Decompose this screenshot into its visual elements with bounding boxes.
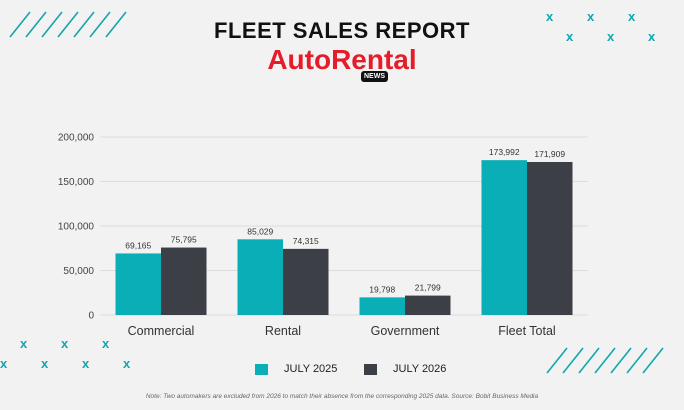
legend-label-2026: JULY 2026 [393, 363, 447, 375]
slash-decoration-bottom-right [546, 347, 664, 374]
y-tick-label: 100,000 [58, 222, 95, 233]
x-mark: x [566, 29, 574, 44]
x-mark: x [102, 336, 110, 351]
bar-value-label: 171,909 [534, 149, 565, 159]
x-mark: x [648, 29, 656, 44]
bar-value-label: 173,992 [489, 147, 520, 157]
legend-item-2025: JULY 2025 [255, 362, 337, 376]
x-pattern-top-right: x x x x x x [540, 6, 684, 46]
bar-2026 [161, 247, 207, 315]
y-tick-label: 0 [88, 311, 94, 322]
bar-2026 [405, 295, 451, 315]
footnote: Note: Two automakers are excluded from 2… [145, 393, 539, 400]
legend-label-2025: JULY 2025 [284, 363, 338, 375]
x-mark: x [61, 336, 69, 351]
x-mark: x [607, 29, 615, 44]
x-mark: x [587, 9, 595, 24]
slash-stroke [610, 347, 632, 374]
y-tick-label: 200,000 [58, 133, 95, 144]
x-pattern-bottom-left: x x x x x x x [0, 336, 140, 376]
report-title: FLEET SALES REPORT [214, 18, 470, 43]
y-tick-label: 150,000 [58, 177, 95, 188]
x-mark: x [41, 356, 49, 371]
bar-2025 [115, 253, 161, 315]
slash-stroke [626, 347, 648, 374]
bar-2026 [527, 162, 573, 315]
x-mark: x [628, 9, 636, 24]
slash-stroke [9, 11, 31, 38]
bar-value-label: 75,795 [171, 235, 197, 245]
slash-decoration-top-left [9, 11, 127, 38]
slash-stroke [57, 11, 79, 38]
slash-stroke [105, 11, 127, 38]
bar-value-label: 19,798 [369, 284, 395, 294]
x-category-label: Commercial [128, 324, 195, 338]
x-mark: x [123, 356, 131, 371]
x-mark: x [20, 336, 28, 351]
slash-stroke [89, 11, 111, 38]
x-mark: x [546, 9, 554, 24]
bar-2026 [283, 248, 329, 315]
slash-stroke [73, 11, 95, 38]
bar-2025 [481, 160, 527, 315]
y-tick-label: 50,000 [63, 266, 94, 277]
legend-item-2026: JULY 2026 [364, 362, 446, 376]
slash-stroke [546, 347, 568, 374]
legend-swatch-2026 [364, 363, 377, 375]
slash-stroke [562, 347, 584, 374]
slash-stroke [594, 347, 616, 374]
slash-stroke [25, 11, 47, 38]
x-category-label: Government [371, 324, 440, 338]
legend-swatch-2025 [255, 363, 268, 375]
bar-value-label: 74,315 [293, 236, 319, 246]
bar-2025 [359, 297, 405, 315]
bar-value-label: 21,799 [415, 283, 441, 293]
slash-stroke [41, 11, 63, 38]
x-category-label: Fleet Total [498, 324, 555, 338]
x-mark: x [0, 356, 8, 371]
x-category-label: Rental [265, 324, 301, 338]
news-badge: NEWS [361, 71, 388, 82]
x-mark: x [82, 356, 90, 371]
bar-value-label: 85,029 [247, 226, 273, 236]
bar-chart: 0 50,000 100,000 150,000 200,000 69,165 75,79… [58, 133, 588, 338]
bar-2025 [237, 239, 283, 315]
bar-value-label: 69,165 [125, 240, 151, 250]
slash-stroke [642, 347, 664, 374]
brand-logo: AutoRental [267, 44, 417, 75]
slash-stroke [578, 347, 600, 374]
